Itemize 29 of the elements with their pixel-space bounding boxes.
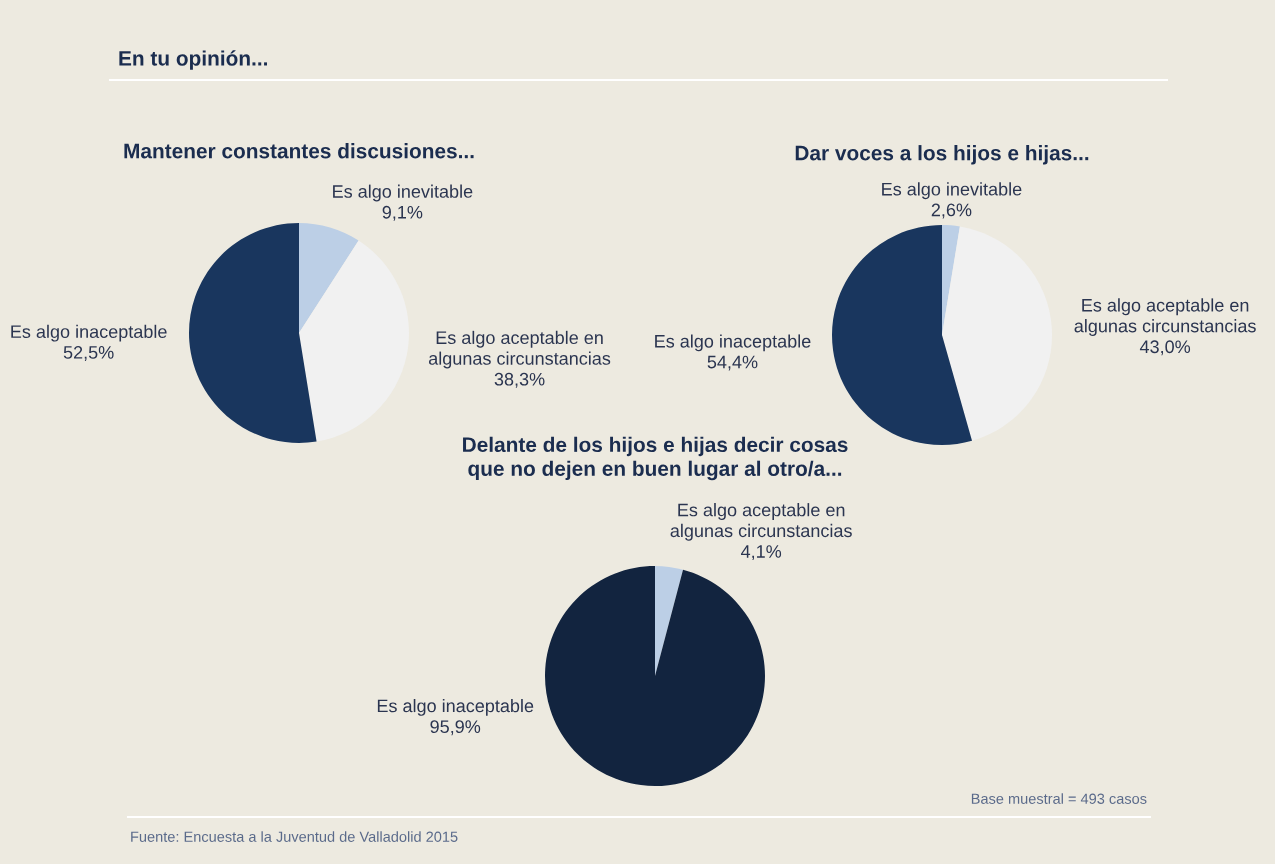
data-label: 2,6% bbox=[931, 203, 972, 219]
data-label: 38,3% bbox=[494, 372, 545, 388]
slice-label: Es algo inaceptable bbox=[11, 324, 167, 342]
data-label: 43,0% bbox=[1139, 340, 1191, 356]
pie-slice bbox=[189, 223, 317, 443]
data-label: 52,5% bbox=[63, 346, 114, 361]
data-label: 54,4% bbox=[707, 355, 758, 371]
pie-slice bbox=[299, 240, 409, 442]
slice-label: Es algo inevitable bbox=[333, 184, 473, 202]
slice-label: Es algo inaceptable bbox=[655, 334, 811, 352]
chart-title: Mantener constantes discusiones... bbox=[124, 143, 474, 159]
slice-label: Es algo aceptable en algunas circunstancias bbox=[428, 330, 611, 369]
data-label: 9,1% bbox=[382, 205, 423, 221]
slice-label: Es algo inevitable bbox=[882, 182, 1022, 200]
pie-slice bbox=[655, 566, 684, 676]
data-label: 4,1% bbox=[741, 545, 782, 561]
source-note: Fuente: Encuesta a la Juventud de Valladolid 2015 bbox=[131, 831, 458, 842]
pie-slice bbox=[942, 225, 960, 335]
data-label: 95,9% bbox=[430, 720, 481, 736]
pie-slice bbox=[942, 226, 1052, 441]
pie-slice bbox=[545, 566, 765, 786]
chart-title: Delante de los hijos e hijas decir cosas que no dejen en buen lugar al otro/a... bbox=[463, 436, 848, 481]
slice-label: Es algo inaceptable bbox=[377, 699, 534, 716]
pie-slice bbox=[299, 223, 359, 333]
chart-title: Dar voces a los hijos e hijas... bbox=[795, 145, 1089, 165]
slice-label: Es algo aceptable en algunas circunstancias bbox=[1074, 298, 1256, 336]
text: Base muestral = 493 casos bbox=[971, 793, 1147, 804]
slice-label: Es algo aceptable en algunas circunstancias bbox=[670, 503, 852, 541]
text: En tu opinión... bbox=[119, 50, 267, 70]
